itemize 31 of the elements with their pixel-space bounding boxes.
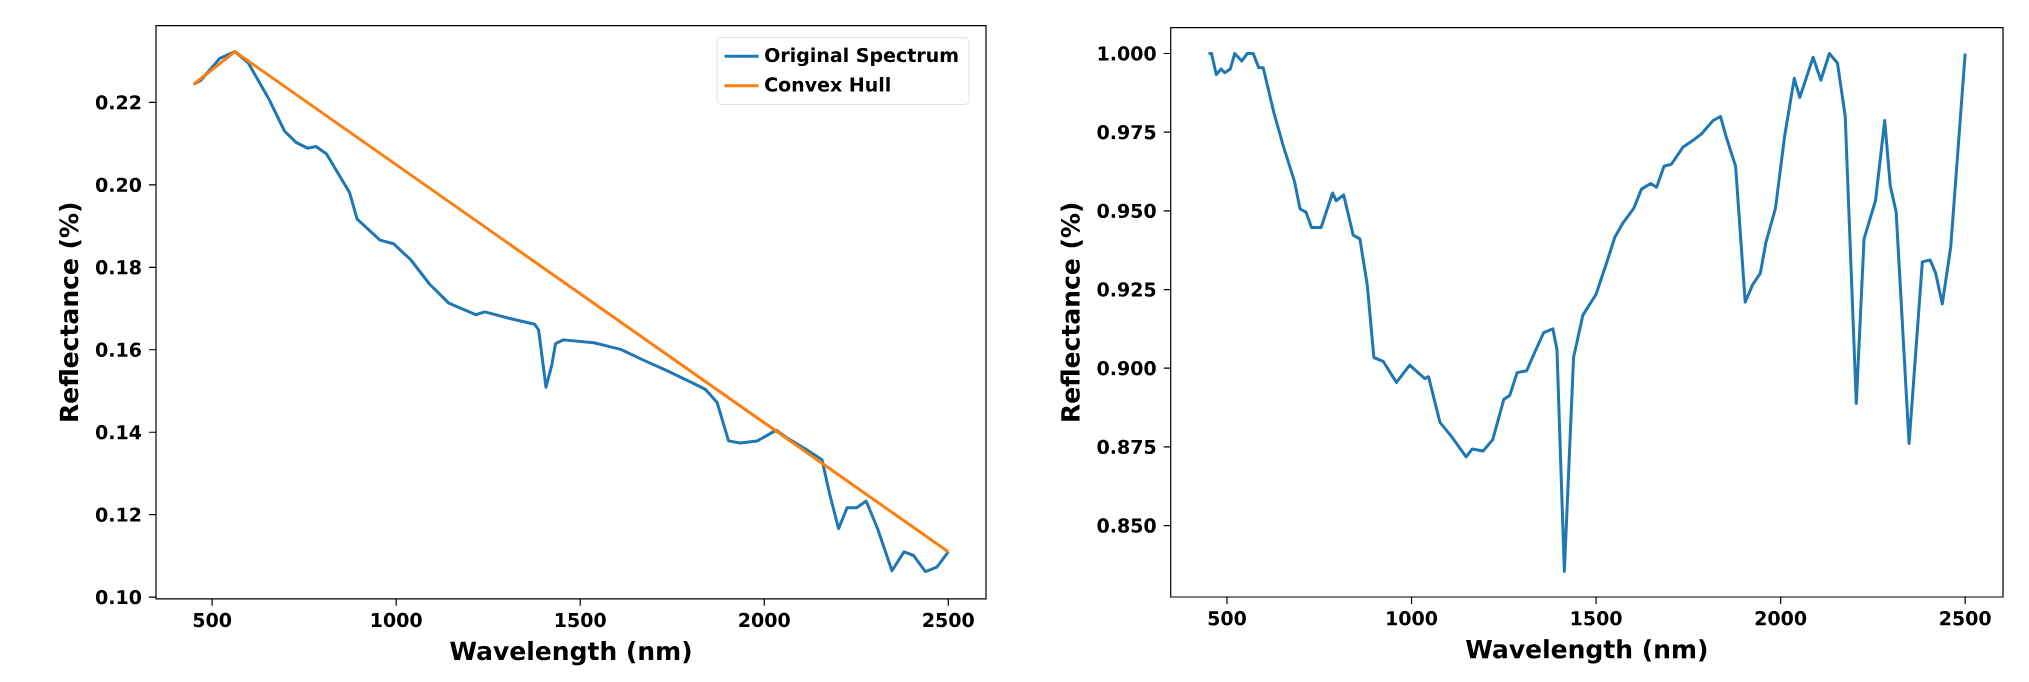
x-axis-title: Wavelength (nm) [450, 640, 691, 666]
x-tick-label: 2000 [739, 612, 790, 628]
x-tick-label: 2500 [1940, 611, 1991, 626]
y-axis-title: Reflectance (%) [59, 203, 82, 421]
x-axis-title: Wavelength (nm) [1466, 639, 1707, 664]
y-axis-title: Reflectance (%) [1060, 203, 1083, 421]
legend-label: Convex Hull [765, 77, 890, 92]
x-tick-label: 2000 [1755, 611, 1807, 626]
x-tick-label: 500 [193, 612, 232, 628]
legend-label: Original Spectrum [765, 47, 958, 67]
y-tick-label: 1.000 [1098, 46, 1156, 61]
y-tick-label: 0.850 [1097, 518, 1156, 533]
y-tick-label: 0.975 [1097, 124, 1156, 140]
y-tick-label: 0.22 [95, 95, 141, 110]
y-tick-label: 0.18 [95, 260, 141, 275]
y-tick-label: 0.16 [95, 342, 141, 357]
x-tick-label: 2500 [923, 612, 974, 628]
x-tick-label: 1500 [555, 612, 606, 628]
x-tick-label: 1000 [371, 612, 422, 628]
y-tick-label: 0.14 [95, 425, 142, 440]
line-series [1207, 52, 1967, 574]
y-tick-label: 0.20 [95, 177, 142, 193]
y-tick-label: 0.900 [1097, 361, 1156, 376]
y-tick-label: 0.875 [1097, 439, 1156, 455]
y-tick-label: 0.925 [1097, 282, 1156, 297]
y-tick-label: 0.10 [95, 589, 142, 605]
y-tick-label: 0.12 [95, 507, 141, 522]
x-tick-label: 1000 [1387, 611, 1438, 626]
x-tick-label: 500 [1208, 611, 1246, 626]
y-tick-label: 0.950 [1097, 203, 1156, 219]
x-tick-label: 1500 [1571, 611, 1622, 626]
